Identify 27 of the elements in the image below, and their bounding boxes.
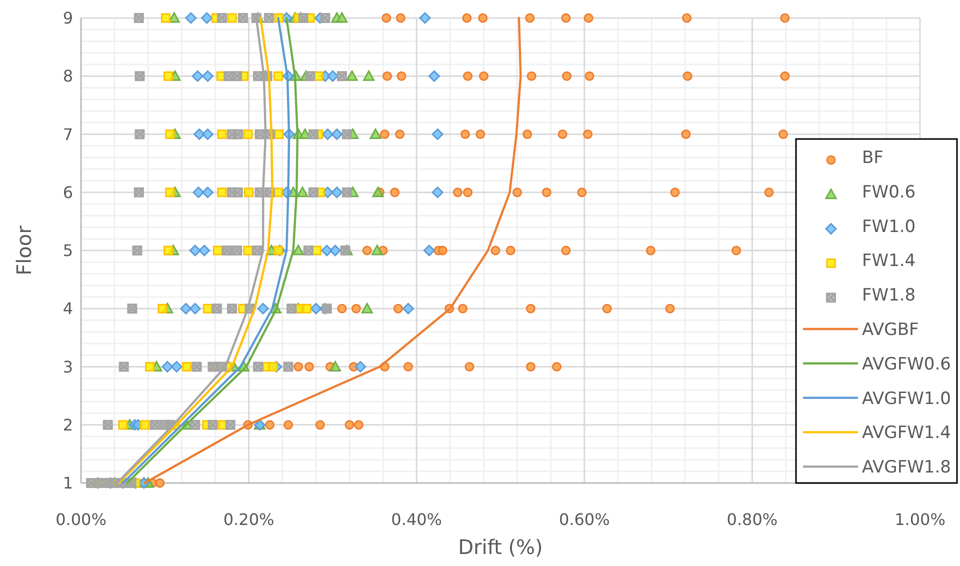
- x-tick-label: 0.40%: [391, 510, 442, 529]
- legend-label: AVGFW1.0: [862, 388, 951, 409]
- legend-label: AVGFW1.4: [862, 423, 951, 444]
- legend-label: FW1.4: [862, 251, 916, 272]
- x-tick-label: 0.20%: [223, 510, 274, 529]
- y-tick-label: 1: [62, 474, 73, 492]
- x-tick-label: 0.60%: [558, 510, 610, 529]
- y-tick-label: 5: [62, 241, 73, 260]
- x-tick-label: 1.00%: [894, 510, 946, 529]
- x-axis-title: Drift (%): [458, 535, 543, 559]
- y-tick-label: 3: [62, 357, 73, 376]
- y-tick-label: 2: [62, 415, 73, 434]
- y-tick-label: 7: [62, 124, 73, 144]
- y-tick-label: 4: [62, 299, 73, 318]
- legend-label: FW0.6: [862, 182, 916, 202]
- y-tick-label: 8: [62, 66, 73, 86]
- legend-label: BF: [862, 148, 884, 168]
- y-tick-label: 9: [62, 8, 73, 28]
- legend-label: FW1.8: [862, 286, 916, 306]
- legend-label: FW1.0: [862, 216, 916, 237]
- legend-label: AVGFW1.8: [862, 458, 951, 478]
- x-tick-label: 0.00%: [56, 510, 106, 529]
- x-tick-label: 0.80%: [726, 510, 778, 529]
- y-tick-label: 6: [62, 182, 73, 202]
- legend-label: AVGBF: [862, 320, 919, 340]
- legend-label: AVGFW0.6: [862, 354, 951, 374]
- y-axis-title: Floor: [12, 224, 36, 276]
